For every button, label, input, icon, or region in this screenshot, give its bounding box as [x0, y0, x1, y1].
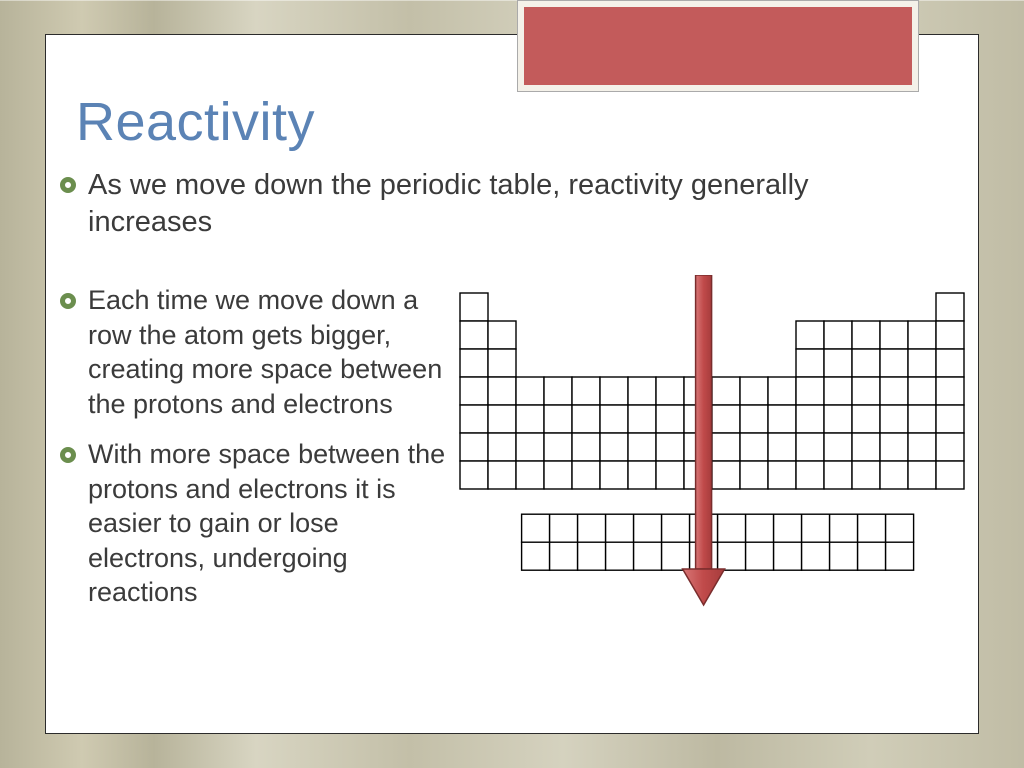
periodic-table-svg	[458, 275, 980, 615]
bullet-list-left: Each time we move down a row the atom ge…	[46, 267, 446, 610]
bullet-text: As we move down the periodic table, reac…	[88, 169, 809, 238]
bullet-icon	[60, 447, 76, 463]
bullet-item: With more space between the protons and …	[46, 437, 446, 610]
bullet-text: With more space between the protons and …	[88, 439, 445, 607]
periodic-table-diagram	[458, 275, 980, 615]
bullet-text: Each time we move down a row the atom ge…	[88, 285, 442, 419]
bullet-list-top: As we move down the periodic table, reac…	[46, 167, 926, 241]
slide-card: Reactivity As we move down the periodic …	[45, 34, 979, 734]
bullet-item: Each time we move down a row the atom ge…	[46, 283, 446, 421]
bullet-item: As we move down the periodic table, reac…	[46, 167, 926, 241]
accent-tab	[518, 1, 918, 91]
bullet-icon	[60, 177, 76, 193]
bullet-icon	[60, 293, 76, 309]
